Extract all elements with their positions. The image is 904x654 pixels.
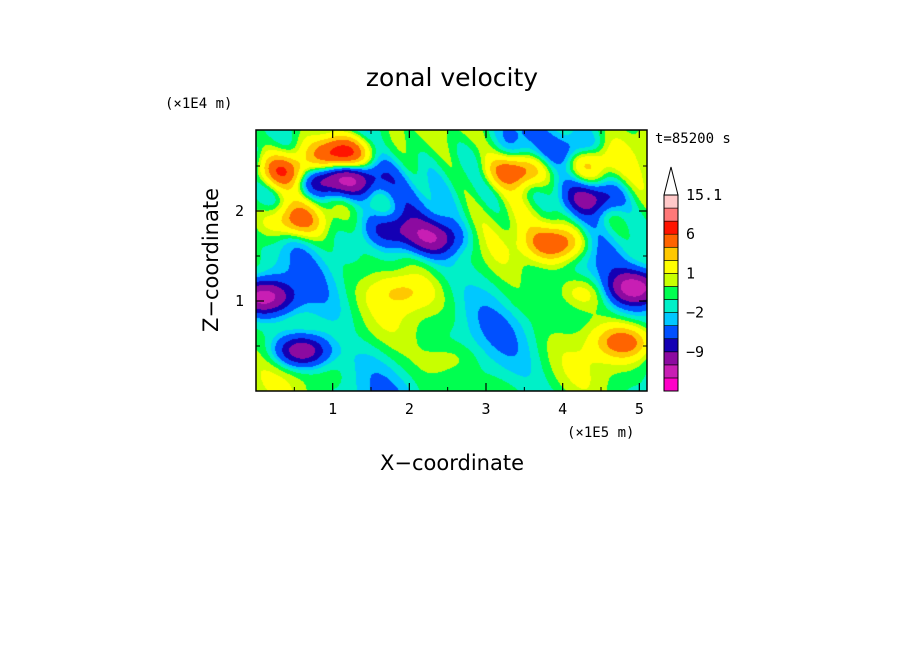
colorbar-swatch bbox=[663, 260, 679, 274]
colorbar-swatch bbox=[663, 207, 679, 222]
y-tick-label: 1 bbox=[235, 292, 244, 310]
x-scale-label: (×1E5 m) bbox=[567, 425, 634, 441]
colorbar-swatch bbox=[663, 299, 679, 313]
colorbar-swatch bbox=[663, 246, 679, 261]
chart-title: zonal velocity bbox=[366, 63, 538, 92]
velocity-field bbox=[256, 130, 647, 391]
y-scale-label: (×1E4 m) bbox=[165, 96, 232, 112]
x-axis-title: X−coordinate bbox=[380, 451, 524, 475]
x-tick-label: 4 bbox=[558, 400, 567, 418]
colorbar-swatch bbox=[663, 338, 679, 353]
colorbar-swatch bbox=[663, 233, 679, 248]
colorbar-swatch bbox=[663, 220, 679, 235]
colorbar-tick-label: −9 bbox=[686, 343, 704, 361]
colorbar-frame bbox=[663, 194, 679, 392]
colorbar-tick-label: −2 bbox=[686, 304, 704, 322]
colorbar: 15.1 6 1 −2 −9 bbox=[663, 166, 722, 392]
y-tick-label: 2 bbox=[235, 202, 244, 220]
colorbar-swatch bbox=[663, 194, 679, 209]
colorbar-extend-arrow bbox=[663, 166, 679, 196]
x-tick-label: 2 bbox=[405, 400, 414, 418]
colorbar-swatch bbox=[663, 377, 679, 392]
x-axis: 1 2 3 4 5 bbox=[293, 130, 644, 418]
plot-frame bbox=[255, 129, 648, 392]
y-axis-title: Z−coordinate bbox=[199, 188, 223, 332]
colorbar-tick-label: 1 bbox=[686, 264, 695, 282]
x-tick-label: 3 bbox=[481, 400, 490, 418]
colorbar-swatch bbox=[663, 273, 679, 287]
colorbar-swatch bbox=[663, 325, 679, 340]
time-label: t=85200 s bbox=[655, 131, 731, 147]
colorbar-swatch bbox=[663, 351, 679, 366]
colorbar-swatch bbox=[663, 312, 679, 326]
colorbar-tick-label: 15.1 bbox=[686, 186, 722, 204]
colorbar-swatch bbox=[663, 364, 679, 379]
colorbar-swatch bbox=[663, 286, 679, 300]
x-tick-label: 5 bbox=[635, 400, 644, 418]
x-tick-label: 1 bbox=[328, 400, 337, 418]
y-axis: 12 bbox=[235, 165, 647, 347]
colorbar-tick-label: 6 bbox=[686, 225, 695, 243]
